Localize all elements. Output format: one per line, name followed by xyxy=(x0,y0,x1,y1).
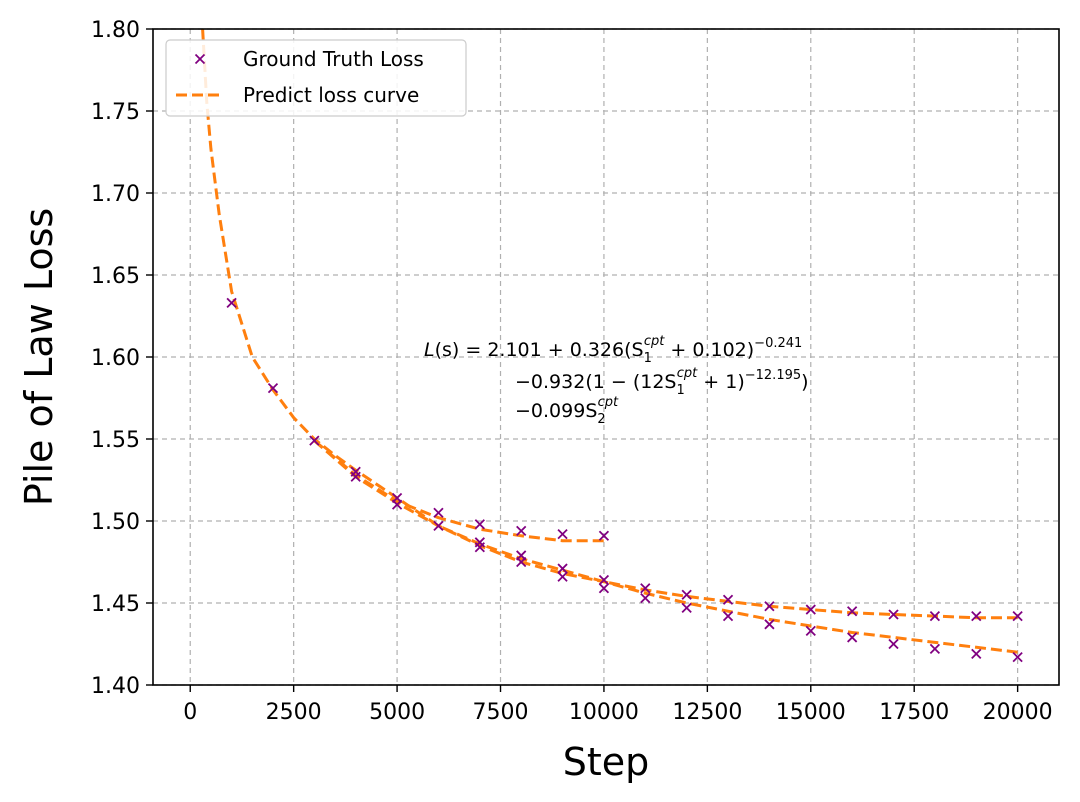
ground-truth-point xyxy=(888,609,899,620)
legend-marker-x-icon xyxy=(194,53,206,65)
y-tick-label: 1.65 xyxy=(91,264,140,289)
eq3-part-1: 2 xyxy=(597,412,605,427)
ground-truth-point xyxy=(557,571,568,582)
ground-truth-point xyxy=(1012,610,1023,622)
ground-truth-point xyxy=(598,530,610,541)
x-tick-label: 0 xyxy=(183,700,197,725)
ground-truth-point xyxy=(1012,651,1023,663)
y-tick-label: 1.45 xyxy=(91,592,140,617)
x-tick-label: 2500 xyxy=(266,700,322,725)
y-tick-label: 1.50 xyxy=(91,510,140,535)
equation-annotation: L(s) = 2.101 + 0.326(S1cpt + 0.102)−0.24… xyxy=(424,334,809,427)
eq2-part-3: + 1) xyxy=(697,371,745,393)
ground-truth-point xyxy=(764,601,775,612)
eq1-part-2: 1 xyxy=(644,351,652,366)
ground-truth-point xyxy=(433,507,444,518)
ground-truth-point xyxy=(764,619,775,630)
ground-truth-point xyxy=(681,602,692,614)
ground-truth-point xyxy=(847,606,858,617)
predict-loss-curves xyxy=(201,28,1018,654)
eq2-part-4: −12.195 xyxy=(745,368,801,383)
x-tick-label: 7500 xyxy=(473,700,529,725)
x-tick-label: 5000 xyxy=(369,700,425,725)
y-tick-label: 1.55 xyxy=(91,428,140,453)
equation-line-2: −0.932(1 − (12S1 cpt + 1)−12.195) xyxy=(515,366,809,398)
legend-label-predict-curve: Predict loss curve xyxy=(243,83,419,107)
y-tick-label: 1.75 xyxy=(91,100,140,125)
eq1-part-1: (s) = 2.101 + 0.326(S xyxy=(435,339,644,361)
x-tick-label: 10000 xyxy=(569,700,639,725)
eq1-part-3: cpt xyxy=(644,334,665,349)
ground-truth-point xyxy=(929,610,941,622)
eq3-part-0: −0.099S xyxy=(515,400,597,422)
legend: Ground Truth Loss Predict loss curve xyxy=(165,39,467,117)
x-axis-title: Step xyxy=(563,740,650,784)
eq2-part-1: 1 xyxy=(676,383,684,398)
x-axis-ticks: 0 2500 5000 7500 10000 12500 15000 17500 20000 xyxy=(183,685,1053,725)
ground-truth-point xyxy=(971,648,982,659)
ground-truth-point xyxy=(598,574,610,586)
ground-truth-point xyxy=(971,610,982,622)
ground-truth-point xyxy=(350,471,361,482)
ground-truth-point xyxy=(722,594,734,605)
ground-truth-point xyxy=(847,632,858,643)
x-tick-label: 12500 xyxy=(672,700,742,725)
predict-curve-line xyxy=(201,28,1018,620)
ground-truth-point xyxy=(929,643,941,655)
x-tick-label: 17500 xyxy=(879,700,949,725)
ground-truth-point xyxy=(805,604,816,615)
ground-truth-point xyxy=(598,583,610,594)
x-tick-label: 15000 xyxy=(776,700,846,725)
ground-truth-point xyxy=(474,542,485,553)
y-tick-label: 1.70 xyxy=(91,182,140,207)
y-axis-ticks: 1.40 1.45 1.50 1.55 1.60 1.65 1.70 1.75 1.80 xyxy=(91,18,153,699)
eq2-part-5: ) xyxy=(801,371,808,393)
equation-line-3: −0.099S2 cpt xyxy=(515,395,619,427)
predict-curve-line xyxy=(313,439,604,543)
ground-truth-point xyxy=(681,589,692,600)
y-tick-label: 1.80 xyxy=(91,18,140,43)
eq1-part-0: L xyxy=(424,339,435,361)
ground-truth-points xyxy=(226,297,1023,663)
ground-truth-point xyxy=(391,499,403,510)
ground-truth-point xyxy=(640,583,651,594)
ground-truth-point xyxy=(557,563,568,574)
eq2-part-2: cpt xyxy=(677,366,698,381)
y-axis-title: Pile of Law Loss xyxy=(17,208,61,506)
eq2-part-0: −0.932(1 − (12S xyxy=(515,371,676,393)
ground-truth-point xyxy=(309,435,320,446)
predict-curve-line xyxy=(313,439,1018,654)
y-tick-label: 1.60 xyxy=(91,346,140,371)
ground-truth-point xyxy=(267,383,279,394)
eq1-part-5: −0.241 xyxy=(754,336,802,351)
y-tick-label: 1.40 xyxy=(91,674,140,699)
ground-truth-point xyxy=(557,528,568,540)
ground-truth-point xyxy=(516,556,527,568)
legend-box xyxy=(165,39,467,117)
legend-x-mark xyxy=(194,53,206,65)
ground-truth-point xyxy=(474,519,485,530)
eq3-part-2: cpt xyxy=(598,395,619,410)
ground-truth-point xyxy=(805,625,816,637)
equation-line-1: L(s) = 2.101 + 0.326(S1 cpt + 0.102)−0.24… xyxy=(424,334,802,366)
ground-truth-point xyxy=(640,592,651,604)
ground-truth-point xyxy=(433,520,444,532)
ground-truth-point xyxy=(722,610,734,622)
x-tick-label: 20000 xyxy=(983,700,1053,725)
eq1-part-4: + 0.102) xyxy=(664,339,754,361)
legend-label-ground-truth: Ground Truth Loss xyxy=(243,47,424,71)
ground-truth-point xyxy=(516,525,527,536)
ground-truth-point xyxy=(888,638,899,650)
ground-truth-point xyxy=(226,297,237,309)
